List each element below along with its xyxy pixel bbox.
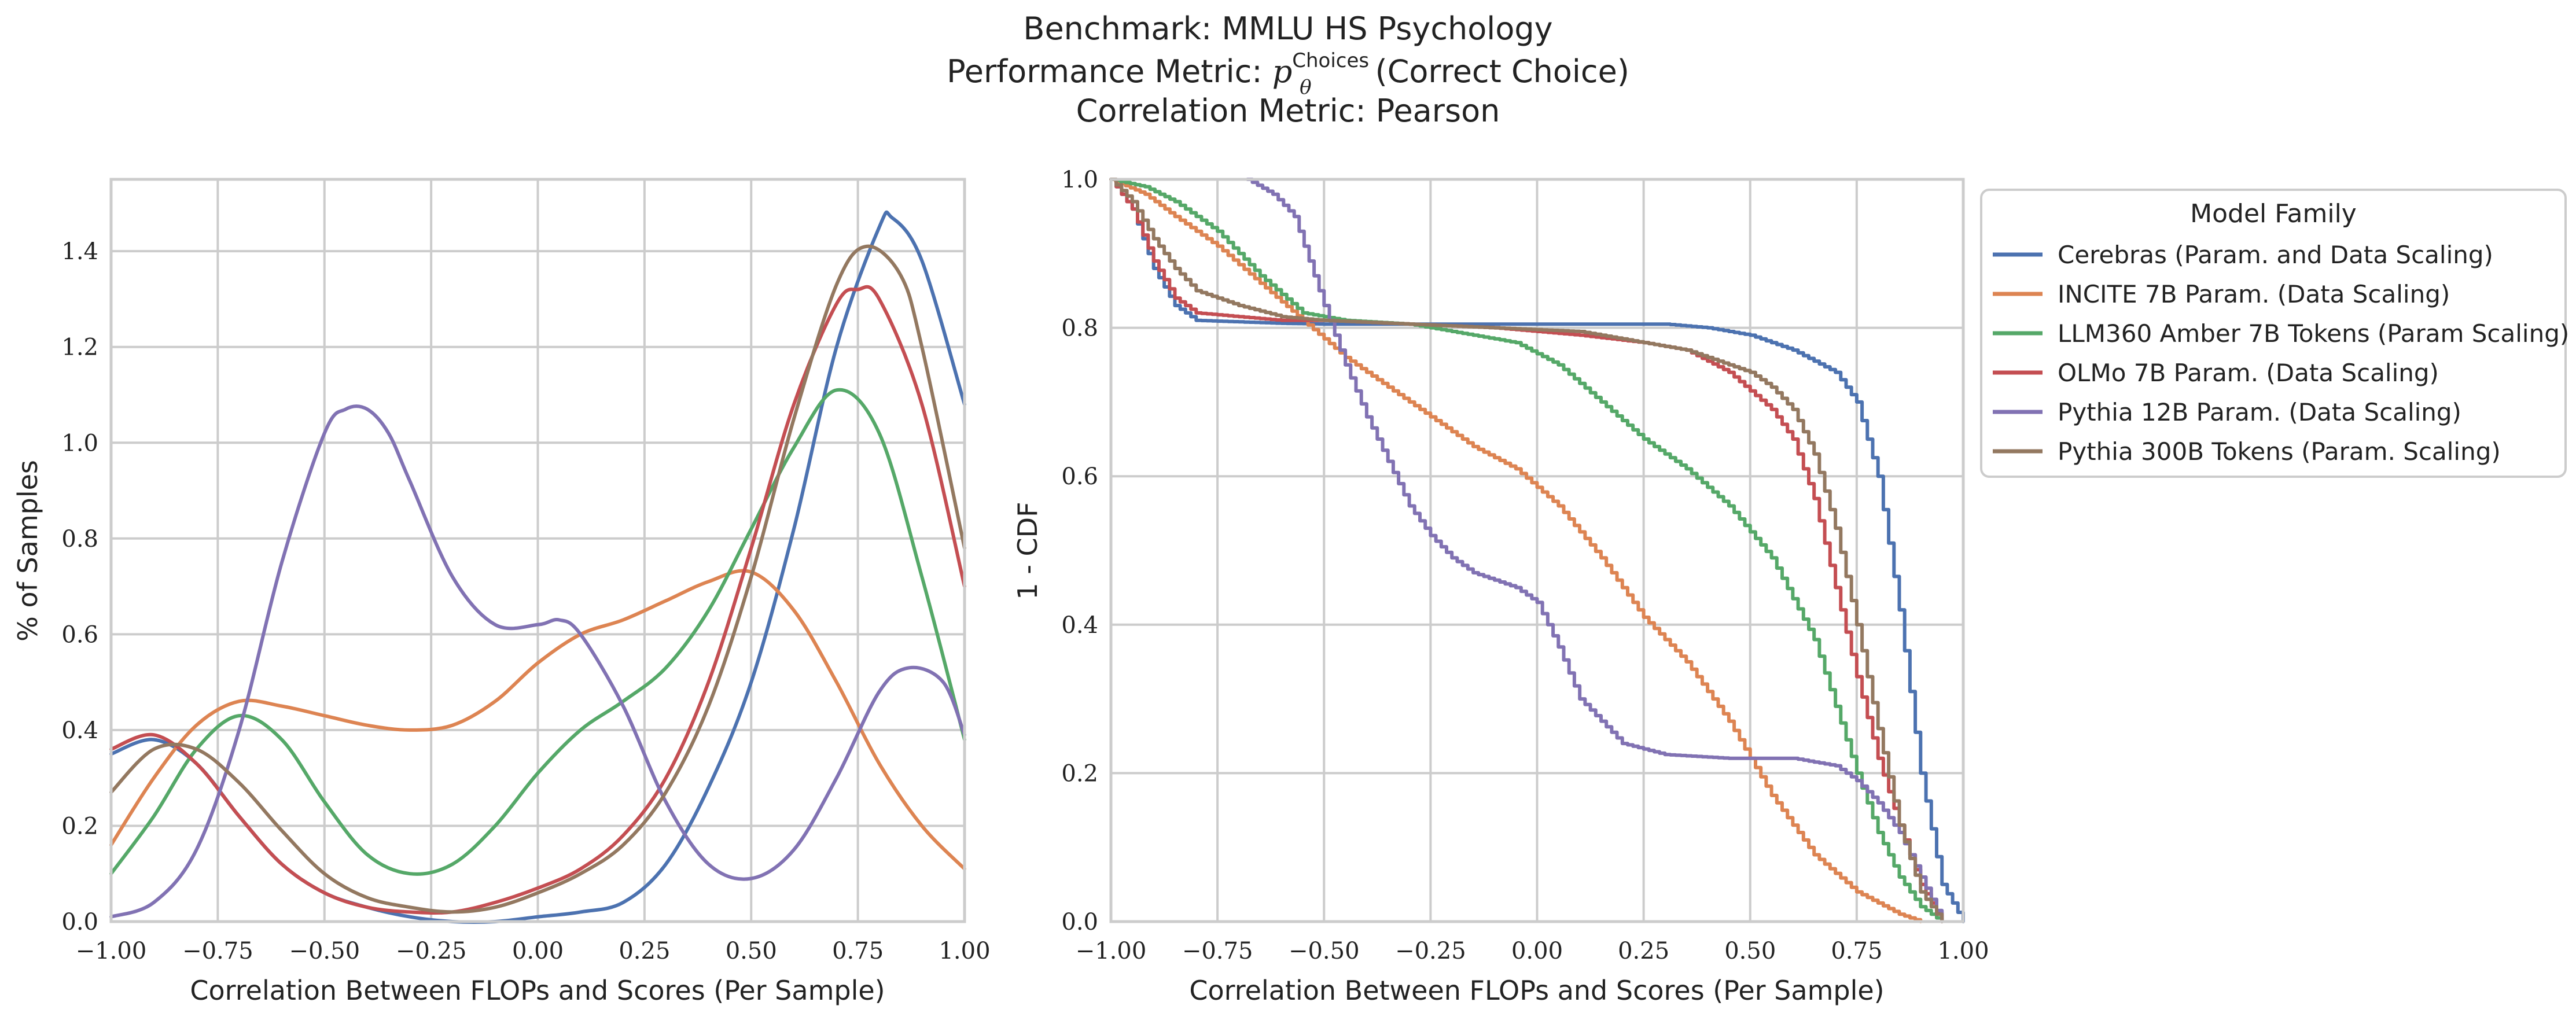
kde-y-axis-label: % of Samples (12, 460, 43, 642)
kde-series-group (109, 210, 966, 924)
cdf-series-line-cerebras (1109, 178, 1965, 923)
cdf-y-tick-label: 1.0 (1061, 167, 1098, 193)
kde-panel: −1.00 −0.75 −0.50 −0.25 0.00 0.25 0.50 0.75 1.00… (12, 178, 991, 1006)
cdf-series-group (1109, 178, 1965, 923)
cdf-series-line-pythia12b (1245, 178, 1944, 923)
legend-entry-cerebras: Cerebras (Param. and Data Scaling) (1993, 241, 2493, 269)
figure-title: Benchmark: MMLU HS Psychology Performanc… (947, 10, 1629, 129)
kde-series-line-incite (109, 569, 966, 871)
kde-y-tick-label: 0.4 (61, 717, 98, 744)
kde-x-axis-label: Correlation Between FLOPs and Scores (Pe… (190, 975, 885, 1006)
cdf-y-tick-label: 0.6 (1061, 463, 1098, 490)
cdf-x-tick-label: −0.25 (1395, 938, 1466, 964)
legend-label: Pythia 12B Param. (Data Scaling) (2058, 398, 2461, 426)
kde-y-tick-label: 0.0 (61, 909, 98, 935)
kde-x-tick-label: 0.50 (726, 938, 777, 964)
legend-title: Model Family (2190, 199, 2357, 229)
cdf-y-tick-labels: 0.0 0.2 0.4 0.6 0.8 1.0 (1061, 167, 1098, 935)
legend-entries: Cerebras (Param. and Data Scaling) INCITE… (1993, 241, 2569, 466)
kde-y-tick-label: 1.2 (61, 334, 98, 361)
title-performance-metric: Performance Metric: pChoices θ (Correct Ch… (947, 49, 1629, 99)
cdf-y-axis-label: 1 - CDF (1012, 502, 1043, 599)
legend-entry-pythia12b: Pythia 12B Param. (Data Scaling) (1993, 398, 2461, 426)
legend-label: OLMo 7B Param. (Data Scaling) (2058, 359, 2439, 387)
legend-label: INCITE 7B Param. (Data Scaling) (2058, 280, 2450, 308)
legend-entry-incite: INCITE 7B Param. (Data Scaling) (1993, 280, 2450, 308)
cdf-x-tick-label: −0.50 (1289, 938, 1360, 964)
kde-series-line-pythia12b (109, 404, 966, 919)
kde-y-tick-label: 0.8 (61, 526, 98, 552)
title-performance-suffix: (Correct Choice) (1375, 53, 1629, 90)
kde-y-tick-label: 1.4 (61, 238, 98, 265)
cdf-x-tick-label: 0.25 (1618, 938, 1669, 964)
legend-label: LLM360 Amber 7B Tokens (Param Scaling) (2058, 319, 2569, 348)
kde-x-tick-label: −0.75 (182, 938, 253, 964)
title-performance-prefix: Performance Metric: (947, 53, 1272, 90)
cdf-x-axis-label: Correlation Between FLOPs and Scores (Pe… (1189, 975, 1884, 1006)
legend: Model Family Cerebras (Param. and Data S… (1980, 189, 2569, 478)
legend-entry-pythia300b: Pythia 300B Tokens (Param. Scaling) (1993, 437, 2501, 466)
cdf-y-tick-label: 0.4 (1061, 612, 1098, 639)
legend-label: Cerebras (Param. and Data Scaling) (2058, 241, 2493, 269)
cdf-y-tick-label: 0.8 (1061, 315, 1098, 342)
cdf-series-line-llm360 (1109, 178, 1944, 923)
kde-x-tick-label: 0.75 (832, 938, 884, 964)
title-performance-symbol: p (1272, 53, 1293, 90)
kde-y-tick-label: 1.0 (61, 430, 98, 456)
title-benchmark: Benchmark: MMLU HS Psychology (1023, 10, 1552, 47)
cdf-y-tick-label: 0.0 (1061, 909, 1098, 935)
kde-x-tick-labels: −1.00 −0.75 −0.50 −0.25 0.00 0.25 0.50 0.75 1.00 (76, 938, 991, 964)
kde-y-tick-labels: 0.0 0.2 0.4 0.6 0.8 1.0 1.2 1.4 (61, 238, 98, 935)
kde-y-tick-label: 0.2 (61, 813, 98, 839)
cdf-x-tick-label: 1.00 (1937, 938, 1989, 964)
cdf-x-tick-label: 0.75 (1831, 938, 1882, 964)
kde-x-tick-label: 0.25 (619, 938, 670, 964)
kde-y-tick-label: 0.6 (61, 621, 98, 648)
cdf-panel: −1.00 −0.75 −0.50 −0.25 0.00 0.25 0.50 0.75 1.00… (1012, 167, 1989, 1006)
kde-series-line-olmo (109, 285, 966, 915)
legend-entry-llm360: LLM360 Amber 7B Tokens (Param Scaling) (1993, 319, 2569, 348)
cdf-x-tick-label: −0.75 (1182, 938, 1253, 964)
kde-x-tick-label: 1.00 (939, 938, 990, 964)
cdf-y-tick-label: 0.2 (1061, 760, 1098, 787)
kde-x-tick-label: −1.00 (76, 938, 147, 964)
cdf-series-line-pythia300b (1109, 178, 1944, 923)
cdf-x-tick-label: 0.50 (1724, 938, 1776, 964)
cdf-series-line-olmo (1109, 178, 1944, 923)
cdf-series-line-incite (1109, 178, 1923, 923)
kde-series-line-llm360 (109, 388, 966, 876)
kde-series-line-pythia300b (109, 244, 966, 914)
legend-label: Pythia 300B Tokens (Param. Scaling) (2058, 437, 2501, 466)
legend-entry-olmo: OLMo 7B Param. (Data Scaling) (1993, 359, 2439, 387)
kde-x-tick-label: −0.50 (289, 938, 360, 964)
cdf-axes-frame (1109, 178, 1965, 923)
title-performance-sub: θ (1300, 76, 1311, 99)
kde-x-tick-label: −0.25 (396, 938, 467, 964)
kde-x-tick-label: 0.00 (512, 938, 564, 964)
cdf-x-tick-label: 0.00 (1511, 938, 1563, 964)
kde-axes-frame (109, 178, 966, 923)
title-correlation-metric: Correlation Metric: Pearson (1076, 93, 1500, 129)
cdf-x-tick-labels: −1.00 −0.75 −0.50 −0.25 0.00 0.25 0.50 0.75 1.00 (1076, 938, 1989, 964)
legend-box (1980, 189, 2567, 478)
cdf-x-tick-label: −1.00 (1076, 938, 1147, 964)
title-performance-sup: Choices (1292, 49, 1369, 72)
